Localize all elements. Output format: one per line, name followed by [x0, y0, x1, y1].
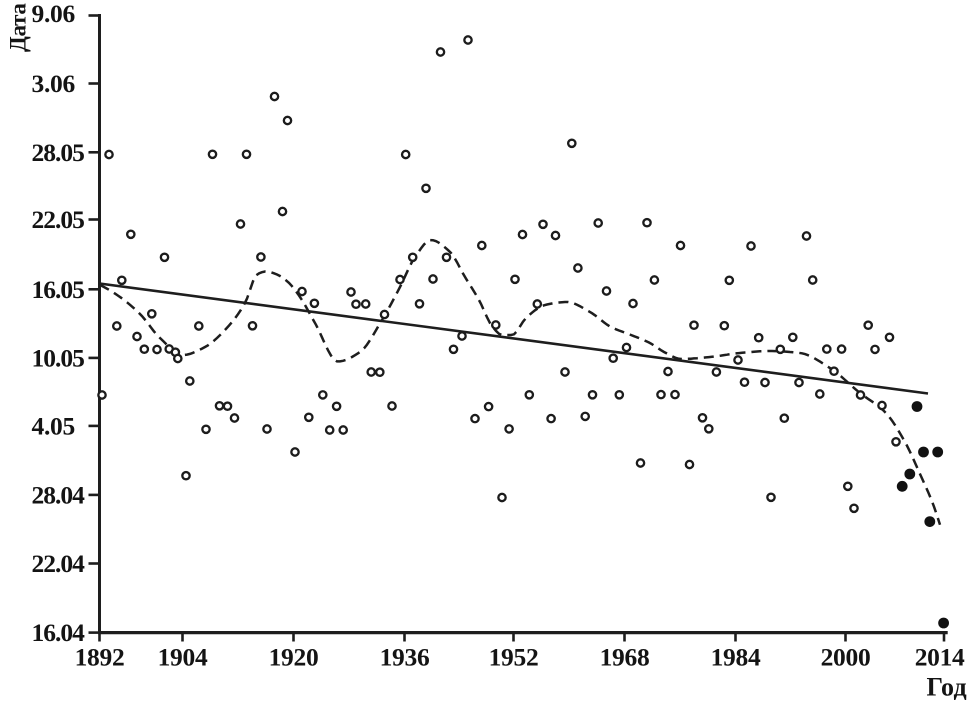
svg-text:28.04: 28.04: [32, 480, 86, 509]
svg-text:1936: 1936: [380, 643, 430, 672]
svg-text:9.06: 9.06: [32, 0, 75, 28]
svg-text:10.05: 10.05: [32, 343, 85, 372]
svg-text:Год: Год: [926, 673, 967, 702]
svg-text:22.04: 22.04: [32, 549, 86, 578]
svg-text:Дата: Дата: [6, 3, 31, 52]
svg-text:22.05: 22.05: [32, 205, 85, 234]
svg-text:2014: 2014: [915, 643, 965, 672]
svg-text:1968: 1968: [600, 643, 650, 672]
svg-text:2000: 2000: [821, 643, 871, 672]
svg-text:1952: 1952: [489, 643, 539, 672]
svg-text:4.05: 4.05: [32, 411, 75, 440]
svg-text:16.05: 16.05: [32, 275, 85, 304]
svg-text:16.04: 16.04: [32, 618, 86, 647]
svg-text:1892: 1892: [75, 643, 125, 672]
svg-text:28.05: 28.05: [32, 138, 85, 167]
svg-text:1984: 1984: [711, 643, 761, 672]
svg-text:1904: 1904: [158, 643, 208, 672]
svg-text:3.06: 3.06: [32, 69, 75, 98]
svg-text:1920: 1920: [269, 643, 319, 672]
